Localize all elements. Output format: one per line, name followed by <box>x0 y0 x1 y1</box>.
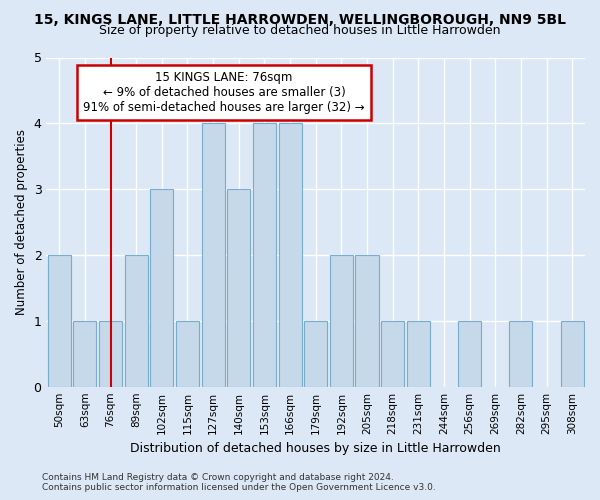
Bar <box>560 321 584 386</box>
Bar <box>150 189 173 386</box>
Bar <box>47 255 71 386</box>
Bar <box>304 321 327 386</box>
Bar <box>253 124 276 386</box>
Text: Size of property relative to detached houses in Little Harrowden: Size of property relative to detached ho… <box>99 24 501 37</box>
Bar <box>509 321 532 386</box>
Text: 15, KINGS LANE, LITTLE HARROWDEN, WELLINGBOROUGH, NN9 5BL: 15, KINGS LANE, LITTLE HARROWDEN, WELLIN… <box>34 12 566 26</box>
Bar <box>125 255 148 386</box>
Bar <box>73 321 97 386</box>
Bar <box>355 255 379 386</box>
Bar <box>202 124 224 386</box>
Bar <box>458 321 481 386</box>
Bar <box>381 321 404 386</box>
Bar <box>407 321 430 386</box>
Bar <box>330 255 353 386</box>
X-axis label: Distribution of detached houses by size in Little Harrowden: Distribution of detached houses by size … <box>130 442 501 455</box>
Bar <box>176 321 199 386</box>
Text: 15 KINGS LANE: 76sqm
← 9% of detached houses are smaller (3)
91% of semi-detache: 15 KINGS LANE: 76sqm ← 9% of detached ho… <box>83 70 365 114</box>
Text: Contains HM Land Registry data © Crown copyright and database right 2024.
Contai: Contains HM Land Registry data © Crown c… <box>42 473 436 492</box>
Bar <box>99 321 122 386</box>
Bar <box>227 189 250 386</box>
Bar <box>278 124 302 386</box>
Y-axis label: Number of detached properties: Number of detached properties <box>15 129 28 315</box>
